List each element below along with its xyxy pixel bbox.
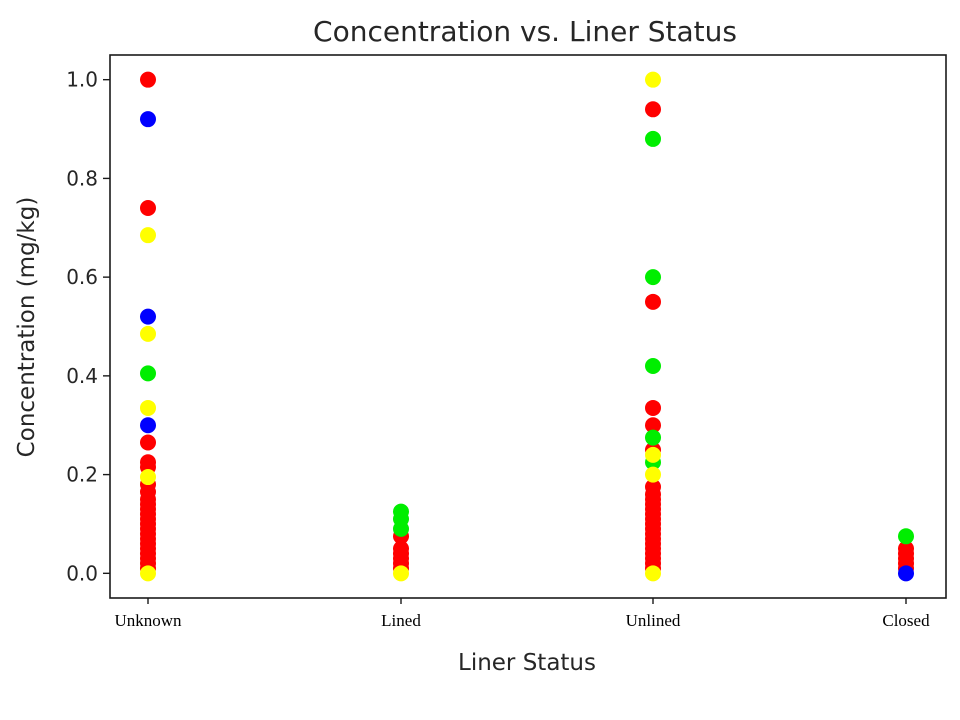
data-points: [140, 71, 914, 582]
data-point-green: [645, 429, 661, 446]
x-axis-label: Liner Status: [458, 650, 596, 676]
data-point-blue: [140, 417, 156, 434]
x-tick-label-closed: Closed: [882, 611, 930, 630]
y-tick-label: 0.8: [66, 166, 98, 190]
data-point-yellow: [393, 565, 409, 582]
data-point-yellow: [645, 466, 661, 483]
data-point-yellow: [645, 565, 661, 582]
data-point-red: [140, 71, 156, 88]
data-point-blue: [140, 111, 156, 128]
data-point-blue: [140, 308, 156, 325]
chart-title: Concentration vs. Liner Status: [313, 15, 737, 48]
y-axis-label: Concentration (mg/kg): [14, 197, 40, 458]
y-axis: 0.0 0.2 0.4 0.6 0.8 1.0: [66, 68, 110, 585]
data-point-yellow: [140, 565, 156, 582]
data-point-yellow: [645, 446, 661, 463]
data-point-green: [140, 365, 156, 382]
data-point-green: [898, 528, 914, 545]
data-point-green: [645, 357, 661, 374]
y-tick-label: 0.2: [66, 463, 98, 487]
data-point-yellow: [140, 325, 156, 342]
plot-frame: [109, 54, 947, 599]
x-tick-label-unlined: Unlined: [626, 611, 681, 630]
y-tick-label: 0.0: [66, 561, 98, 585]
data-point-red: [645, 293, 661, 310]
data-point-red: [645, 399, 661, 416]
y-tick-label: 0.6: [66, 265, 98, 289]
data-point-yellow: [140, 469, 156, 486]
data-point-red: [140, 434, 156, 451]
data-point-green: [393, 520, 409, 537]
data-point-red: [645, 101, 661, 118]
x-axis: Unknown Lined Unlined Closed: [114, 598, 930, 630]
data-point-green: [645, 269, 661, 286]
data-point-yellow: [140, 227, 156, 244]
data-point-red: [645, 417, 661, 434]
x-tick-label-unknown: Unknown: [114, 611, 182, 630]
y-tick-label: 1.0: [66, 68, 98, 92]
y-tick-label: 0.4: [66, 364, 98, 388]
data-point-yellow: [645, 71, 661, 88]
data-point-red: [140, 200, 156, 217]
data-point-green: [645, 130, 661, 147]
x-tick-label-lined: Lined: [381, 611, 421, 630]
data-point-yellow: [140, 399, 156, 416]
data-point-blue: [898, 565, 914, 582]
